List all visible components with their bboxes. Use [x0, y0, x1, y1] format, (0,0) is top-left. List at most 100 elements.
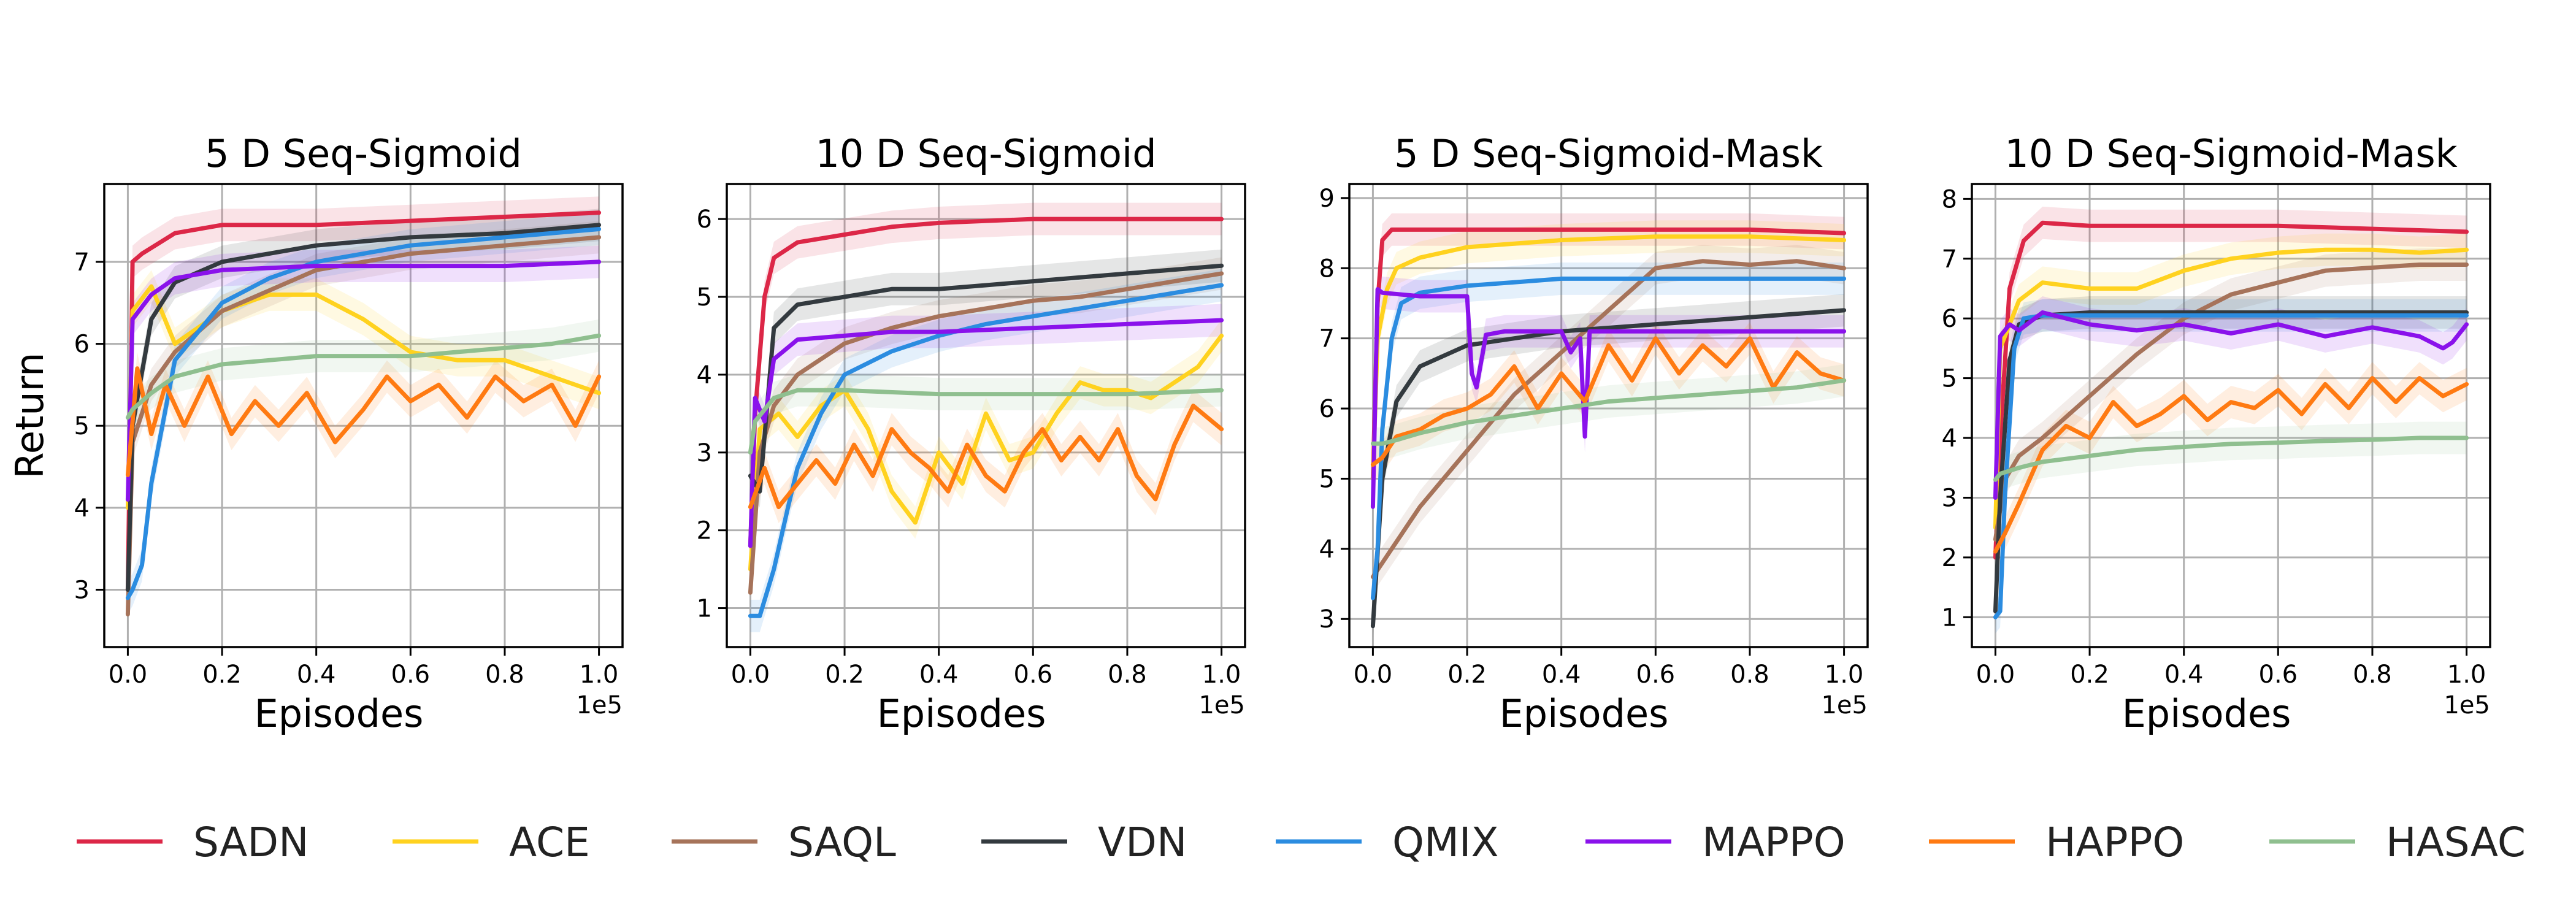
x-tick-label: 0.8: [1108, 661, 1147, 689]
series-band-qmix: [750, 269, 1222, 632]
series-line-happo: [1370, 336, 1847, 467]
series-line-qmix: [748, 283, 1224, 618]
x-axis-label: Episodes: [1500, 691, 1669, 736]
legend-label-ace: ACE: [509, 819, 590, 866]
y-tick-label: 5: [1319, 465, 1335, 493]
legend-label-happo: HAPPO: [2045, 819, 2184, 866]
legend-label-hasac: HASAC: [2386, 819, 2526, 866]
series-band-sadn: [1995, 206, 2467, 574]
series-line-hasac: [748, 388, 1224, 455]
x-tick-label: 0.0: [1354, 661, 1393, 689]
x-tick-label: 0.6: [2259, 661, 2298, 689]
x-tick-label: 0.2: [2070, 661, 2109, 689]
y-tick-label: 1: [697, 595, 712, 623]
y-tick-label: 3: [1942, 484, 1957, 512]
series-line-happo: [748, 404, 1224, 510]
axes-frame: [103, 183, 624, 648]
y-tick-label: 3: [697, 439, 712, 467]
series-band-ace: [1373, 220, 1844, 495]
y-axis-label: Return: [7, 353, 52, 479]
series-line-sadn: [125, 210, 602, 592]
series-band-mappo: [128, 245, 599, 516]
y-tick-label: 6: [74, 331, 90, 359]
x-tick-label: 0.4: [919, 661, 959, 689]
y-tick-label: 2: [1942, 544, 1957, 572]
series-line-mappo: [125, 259, 602, 502]
series-line-ace: [1370, 234, 1847, 481]
subplot-2: 0.0 0.2 0.4 0.6 0.8 1.0 1 2 3 4 5 6 10 D Seq-Sigmoid…: [697, 131, 1246, 736]
legend: SADN ACE SAQL VDN QMIX MAPPO HAPPO HASAC: [77, 819, 2526, 866]
x-tick-label: 1.0: [580, 661, 619, 689]
y-tick-label: 6: [1319, 395, 1335, 423]
series-line-sadn: [1993, 220, 2469, 560]
x-tick-label: 0.2: [825, 661, 864, 689]
y-tick-label: 5: [1942, 365, 1957, 393]
legend-label-sadn: SADN: [193, 819, 309, 866]
x-tick-label: 0.2: [1447, 661, 1487, 689]
x-tick-label: 0.0: [109, 661, 148, 689]
panel-title: 10 D Seq-Sigmoid: [815, 131, 1156, 176]
series-line-sadn: [1370, 227, 1847, 481]
subplot-3: 0.0 0.2 0.4 0.6 0.8 1.0 3 4 5 6 7 8 9 5 D Seq-Sigmoid…: [1319, 131, 1869, 736]
series-line-ace: [1993, 247, 2469, 530]
series-line-mappo: [1993, 310, 2469, 500]
series-band-hasac: [1373, 364, 1844, 460]
x-tick-label: 0.0: [731, 661, 770, 689]
series-band-sadn: [1373, 213, 1844, 495]
series-band-saql: [1995, 248, 2467, 556]
y-tick-label: 8: [1319, 255, 1335, 283]
series-band-saql: [750, 257, 1222, 609]
x-tick-label: 1.0: [1825, 661, 1864, 689]
y-tick-label: 4: [697, 361, 712, 389]
x-tick-label: 0.4: [2164, 661, 2204, 689]
series-group: [1993, 206, 2469, 634]
y-tick-label: 9: [1319, 185, 1335, 213]
y-tick-label: 3: [74, 576, 90, 604]
series-line-mappo: [1370, 287, 1847, 509]
x-tick-label: 0.8: [485, 661, 524, 689]
x-offset-label: 1e5: [2444, 691, 2490, 719]
legend-label-vdn: VDN: [1098, 819, 1187, 866]
x-offset-label: 1e5: [576, 691, 623, 719]
x-tick-label: 0.6: [1014, 661, 1053, 689]
panel-title: 5 D Seq-Sigmoid: [205, 131, 522, 176]
y-tick-label: 3: [1319, 605, 1335, 634]
series-line-hasac: [1993, 435, 2469, 482]
x-tick-label: 0.0: [1976, 661, 2015, 689]
series-line-hasac: [125, 333, 602, 420]
y-tick-label: 1: [1942, 604, 1957, 632]
series-line-saql: [125, 235, 602, 616]
series-line-saql: [748, 271, 1224, 595]
x-tick-label: 0.4: [1542, 661, 1581, 689]
legend-label-qmix: QMIX: [1392, 819, 1499, 866]
panel-title: 10 D Seq-Sigmoid-Mask: [2004, 131, 2457, 176]
y-tick-label: 6: [697, 205, 712, 234]
y-tick-label: 7: [1942, 245, 1957, 274]
series-band-mappo: [750, 304, 1222, 562]
series-band-vdn: [1995, 296, 2467, 627]
y-tick-label: 4: [1319, 535, 1335, 564]
subplot-1: 0.0 0.2 0.4 0.6 0.8 1.0 3 4 5 6 7 5 D Seq-Sigmoid Ep…: [7, 131, 624, 736]
x-axis-label: Episodes: [255, 691, 424, 736]
x-tick-label: 0.6: [391, 661, 431, 689]
y-tick-label: 4: [74, 494, 90, 523]
series-band-sadn: [750, 202, 1222, 562]
y-tick-label: 7: [1319, 325, 1335, 353]
x-tick-label: 0.8: [1730, 661, 1769, 689]
series-line-vdn: [748, 263, 1224, 494]
y-tick-label: 2: [697, 517, 712, 545]
series-band-vdn: [1373, 294, 1844, 643]
legend-label-saql: SAQL: [788, 819, 896, 866]
series-line-happo: [125, 366, 602, 477]
x-axis-label: Episodes: [2122, 691, 2291, 736]
y-tick-label: 7: [74, 248, 90, 277]
series-line-ace: [125, 284, 602, 510]
x-tick-label: 0.6: [1636, 661, 1676, 689]
panel-title: 5 D Seq-Sigmoid-Mask: [1394, 131, 1823, 176]
series-band-sadn: [128, 196, 599, 606]
series-line-qmix: [1370, 276, 1847, 600]
series-band-saql: [1373, 245, 1844, 594]
series-line-sadn: [748, 217, 1224, 548]
series-band-ace: [750, 320, 1222, 586]
